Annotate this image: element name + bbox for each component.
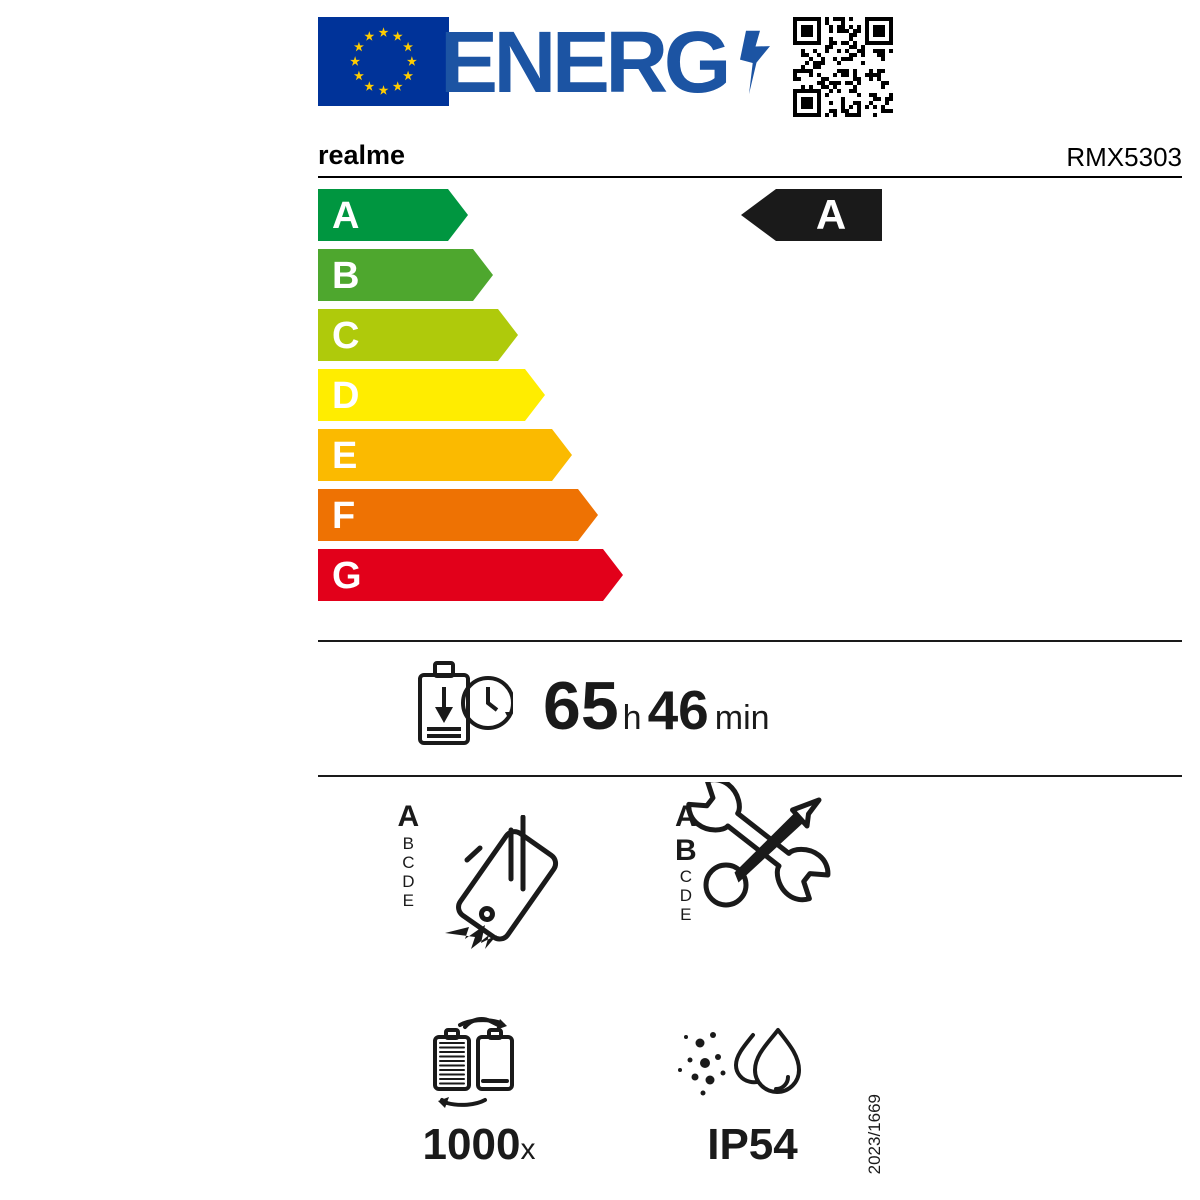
- svg-text:A: A: [816, 191, 846, 238]
- svg-text:ENERG: ENERG: [444, 14, 727, 110]
